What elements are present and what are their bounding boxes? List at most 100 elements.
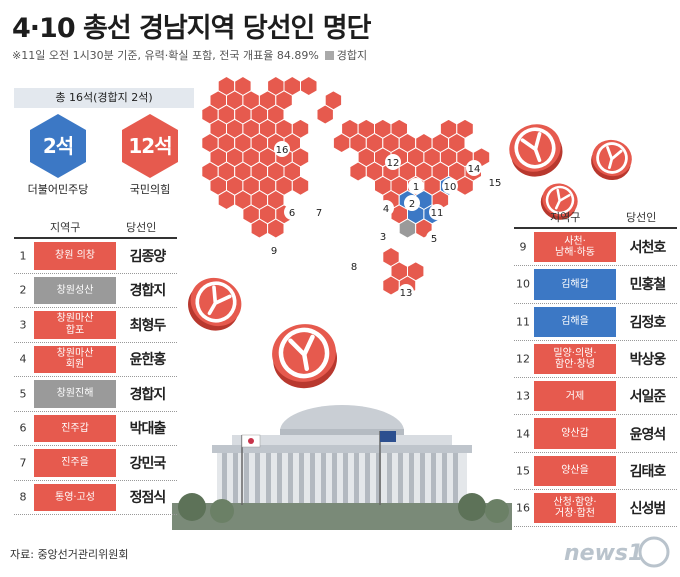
national-assembly-building-icon: [172, 405, 512, 530]
legend-swatch: [324, 51, 334, 60]
table-row: 4 창원마산 회원 윤한홍: [14, 343, 177, 377]
row-number: 12: [516, 352, 530, 366]
map-label-marker: [385, 154, 401, 170]
row-number: 3: [19, 318, 27, 332]
map-label-marker: [466, 160, 482, 176]
winner-name: 경합지: [129, 283, 167, 300]
building-column: [453, 453, 458, 505]
summary-total: 총 16석(경합지 2석): [14, 88, 194, 108]
map-label-marker: [398, 284, 414, 300]
table-row: 8 통영·고성 정점식: [14, 481, 177, 515]
building-column: [299, 453, 304, 505]
page-title: 4·10 총선 경남지역 당선인 명단: [12, 13, 371, 44]
building-column: [431, 453, 436, 505]
map-label-marker: [487, 174, 503, 190]
map-label: 15: [489, 178, 502, 189]
seat-hexagon-ppp: 12석: [122, 114, 178, 178]
district-cell: 양산갑: [534, 418, 616, 449]
row-number: 10: [516, 277, 530, 291]
table-row: 9 사천· 남해·하동 서천호: [514, 229, 677, 267]
winners-table-right: 지역구 당선인 9 사천· 남해·하동 서천호 10 김해갑 민홍철 11 김해을 김정호 12 밀…: [514, 205, 677, 528]
district-cell: 진주을: [34, 449, 116, 477]
map-hex: [448, 132, 466, 154]
district-cell: 김해을: [534, 306, 616, 337]
map-label-marker: [408, 178, 424, 194]
row-number: 1: [19, 249, 27, 263]
building-column: [277, 453, 282, 505]
winners-table-left: 지역구 당선인 1 창원 의창 김종양 2 창원성산 경합지 3 창원마산 합포 최형두 4 창원마…: [14, 215, 177, 515]
table-row: 15 양산을 김태호: [514, 453, 677, 491]
building-column: [310, 453, 315, 505]
map-label-marker: [442, 178, 458, 194]
source-note: 자료: 중앙선거관리위원회: [10, 548, 129, 561]
district-cell: 양산을: [534, 455, 616, 487]
winner-name: 강민국: [129, 455, 167, 472]
map-label: 12: [387, 158, 400, 169]
party-ppp: 12석 국민의힘: [106, 114, 194, 197]
header-winner: 당선인: [126, 221, 157, 234]
district-cell: 창원성산: [34, 276, 116, 304]
map-label: 13: [400, 288, 413, 299]
subtitle-text: ※11일 오전 1시30분 기준, 유력·확실 포함, 전국 개표율 84.89…: [12, 49, 319, 62]
map-label: 3: [380, 232, 386, 243]
map-label: 8: [351, 262, 357, 273]
row-number: 8: [19, 490, 27, 504]
row-number: 13: [516, 389, 530, 403]
table-row: 2 창원성산 경합지: [14, 274, 177, 308]
ballot-stamp-icon: [540, 183, 578, 220]
district-cell: 사천· 남해·하동: [534, 232, 616, 263]
map-label-marker: [429, 204, 445, 220]
district-cell: 밀양·의령· 함안·창녕: [534, 343, 616, 375]
table-header: 지역구 당선인: [14, 215, 177, 239]
building-column: [255, 453, 260, 505]
ballot-stamp-icon: [188, 277, 242, 331]
building-column: [222, 453, 227, 505]
building-column: [442, 453, 447, 505]
map-label-marker: [375, 228, 391, 244]
map-label: 1: [413, 182, 419, 193]
map-hex: [291, 175, 310, 196]
winner-name: 정점식: [129, 490, 167, 507]
map-label-marker: [284, 204, 300, 220]
table-row: 16 산청·함양· 거창·합천 신성범: [514, 490, 677, 528]
table-header: 지역구 당선인: [514, 205, 677, 229]
row-number: 4: [19, 352, 27, 366]
party-democratic: 2석 더불어민주당: [14, 114, 102, 197]
legend-label: 경합지: [336, 49, 368, 62]
row-number: 6: [19, 421, 27, 435]
map-label-marker: [274, 141, 290, 157]
map-label: 2: [409, 199, 415, 210]
winner-name: 서천호: [629, 240, 667, 257]
table-row: 5 창원진해 경합지: [14, 377, 177, 412]
building-column: [244, 453, 249, 505]
district-cell: 거제: [534, 381, 616, 412]
table-row: 10 김해갑 민홍철: [514, 266, 677, 304]
map-label: 6: [289, 208, 295, 219]
map-hex: [300, 75, 318, 97]
map-label: 4: [383, 204, 389, 215]
map-label-marker: [266, 242, 282, 258]
district-cell: 김해갑: [534, 269, 616, 300]
winner-name: 김정호: [629, 314, 667, 331]
map-label-marker: [378, 200, 394, 216]
district-cell: 창원마산 회원: [34, 345, 116, 373]
table-row: 14 양산갑 윤영석: [514, 415, 677, 453]
map-label-marker: [404, 195, 420, 211]
building-column: [233, 453, 238, 505]
winner-name: 김종양: [129, 248, 167, 265]
building-column: [288, 453, 293, 505]
party-name-democratic: 더불어민주당: [27, 183, 89, 196]
row-number: 16: [516, 501, 530, 515]
logo-text: news1: [564, 541, 643, 566]
district-cell: 창원진해: [34, 380, 116, 408]
map-label: 5: [431, 234, 437, 245]
map-label: 16: [276, 145, 289, 156]
header-district: 지역구: [50, 221, 81, 234]
winner-name: 민홍철: [629, 277, 667, 294]
winner-name: 서일준: [629, 389, 667, 406]
party-name-ppp: 국민의힘: [129, 183, 171, 196]
district-cell: 산청·함양· 거창·합천: [534, 493, 616, 524]
district-cell: 통영·고성: [34, 483, 116, 511]
